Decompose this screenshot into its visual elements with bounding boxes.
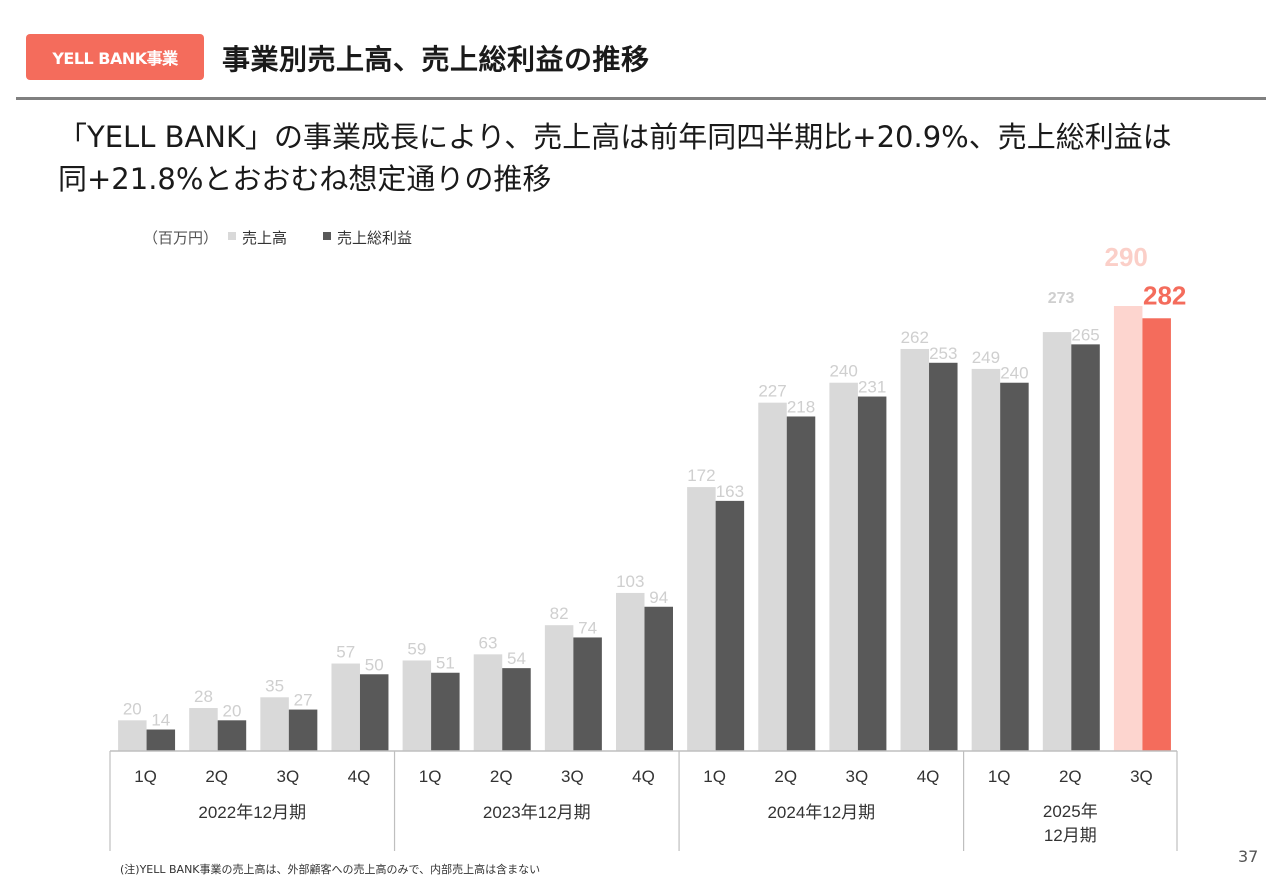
x-tick-label: 3Q	[276, 767, 299, 786]
bar-revenue	[118, 720, 147, 751]
bar-revenue	[900, 348, 930, 751]
data-label-gross-profit: 20	[222, 701, 241, 720]
lead-line-1: 「YELL BANK」の事業成長により、売上高は前年同四半期比+20.9%、売上…	[58, 120, 1172, 154]
bar-gross-profit	[359, 674, 389, 751]
bar-gross-profit	[146, 729, 176, 751]
data-label-gross-profit: 14	[151, 711, 170, 730]
bar-gross-profit	[288, 709, 318, 751]
bar-revenue	[829, 382, 858, 751]
bar-gross-profit	[929, 362, 958, 751]
segment-badge: YELL BANK事業	[26, 34, 204, 80]
data-label-gross-profit: 282	[1143, 280, 1186, 310]
footnote: (注)YELL BANK事業の売上高は、外部顧客への売上高のみで、内部売上高は含…	[120, 863, 541, 876]
x-tick-label: 3Q	[561, 767, 584, 786]
bar-gross-profit	[431, 672, 460, 751]
group-label: 2022年12月期	[198, 803, 306, 822]
data-label-revenue: 240	[829, 362, 857, 381]
bar-revenue	[473, 654, 503, 751]
legend-swatch-gross-profit	[323, 232, 331, 240]
bar-gross-profit	[1000, 382, 1029, 751]
data-label-revenue: 249	[972, 348, 1000, 367]
data-label-gross-profit: 54	[507, 649, 526, 668]
data-label-revenue: 59	[407, 639, 426, 658]
data-label-revenue: 227	[758, 382, 786, 401]
data-label-revenue: 35	[265, 676, 284, 695]
bar-gross-profit	[217, 720, 247, 751]
bar-revenue	[331, 663, 360, 751]
x-tick-label: 4Q	[348, 767, 371, 786]
x-tick-label: 1Q	[419, 767, 442, 786]
x-tick-label: 2Q	[1059, 767, 1082, 786]
data-label-gross-profit: 231	[858, 378, 886, 397]
x-tick-label: 4Q	[632, 767, 655, 786]
data-label-revenue: 63	[479, 633, 498, 652]
page-number: 37	[1238, 847, 1259, 866]
x-tick-label: 4Q	[917, 767, 940, 786]
data-label-revenue: 20	[123, 699, 142, 718]
bar-revenue	[687, 487, 716, 751]
group-label: 2024年12月期	[767, 803, 875, 822]
x-tick-label: 1Q	[703, 767, 726, 786]
bar-revenue	[1113, 306, 1143, 751]
group-label: 2025年 12月期	[1043, 802, 1098, 845]
data-label-gross-profit: 253	[929, 344, 957, 363]
x-tick-label: 1Q	[134, 767, 157, 786]
x-tick-label: 3Q	[846, 767, 869, 786]
bar-revenue	[971, 368, 1001, 751]
legend-swatch-revenue	[228, 232, 236, 240]
bar-gross-profit	[1071, 344, 1100, 751]
data-label-gross-profit: 240	[1000, 364, 1028, 383]
lead-text: 「YELL BANK」の事業成長により、売上高は前年同四半期比+20.9%、売上…	[58, 116, 1258, 200]
bar-gross-profit	[1142, 318, 1171, 751]
bar-gross-profit	[857, 396, 887, 751]
title-divider	[16, 97, 1266, 100]
data-label-gross-profit: 74	[578, 618, 597, 637]
data-label-gross-profit: 94	[649, 588, 668, 607]
data-label-revenue: 273	[1048, 290, 1075, 307]
x-tick-label: 3Q	[1130, 767, 1153, 786]
x-tick-label: 2Q	[774, 767, 797, 786]
data-label-gross-profit: 51	[436, 654, 455, 673]
data-label-gross-profit: 50	[365, 655, 384, 674]
data-label-revenue: 103	[616, 572, 644, 591]
bar-revenue	[189, 708, 218, 751]
bar-gross-profit	[644, 606, 673, 751]
legend-label-revenue: 売上高	[242, 230, 287, 247]
bar-gross-profit	[573, 637, 602, 751]
x-tick-label: 1Q	[988, 767, 1011, 786]
lead-line-2: 同+21.8%とおおむね想定通りの推移	[58, 162, 552, 196]
data-label-revenue: 82	[550, 604, 569, 623]
bar-revenue	[758, 402, 787, 751]
legend-label-gross-profit: 売上総利益	[337, 230, 412, 247]
data-label-revenue: 172	[687, 466, 715, 485]
bar-revenue	[1042, 332, 1072, 751]
bar-revenue	[260, 697, 289, 751]
x-tick-label: 2Q	[205, 767, 228, 786]
data-label-gross-profit: 265	[1071, 325, 1099, 344]
group-label-line: 12月期	[1044, 826, 1097, 845]
data-label-gross-profit: 163	[716, 482, 744, 501]
page-title: 事業別売上高、売上総利益の推移	[222, 43, 650, 76]
bar-gross-profit	[715, 500, 745, 751]
data-label-revenue: 28	[194, 687, 213, 706]
data-label-revenue: 290	[1104, 242, 1147, 272]
bar-gross-profit	[786, 416, 816, 751]
bar-gross-profit	[502, 668, 531, 751]
data-label-gross-profit: 27	[294, 691, 313, 710]
bar-revenue	[544, 625, 574, 751]
group-label-line: 2025年	[1043, 802, 1098, 821]
data-label-revenue: 262	[901, 328, 929, 347]
x-tick-label: 2Q	[490, 767, 513, 786]
data-label-gross-profit: 218	[787, 397, 815, 416]
data-label-revenue: 57	[336, 643, 355, 662]
group-label: 2023年12月期	[483, 803, 591, 822]
legend-unit-label: （百万円）	[143, 230, 218, 247]
bar-revenue	[616, 592, 645, 751]
bar-revenue	[402, 660, 432, 751]
